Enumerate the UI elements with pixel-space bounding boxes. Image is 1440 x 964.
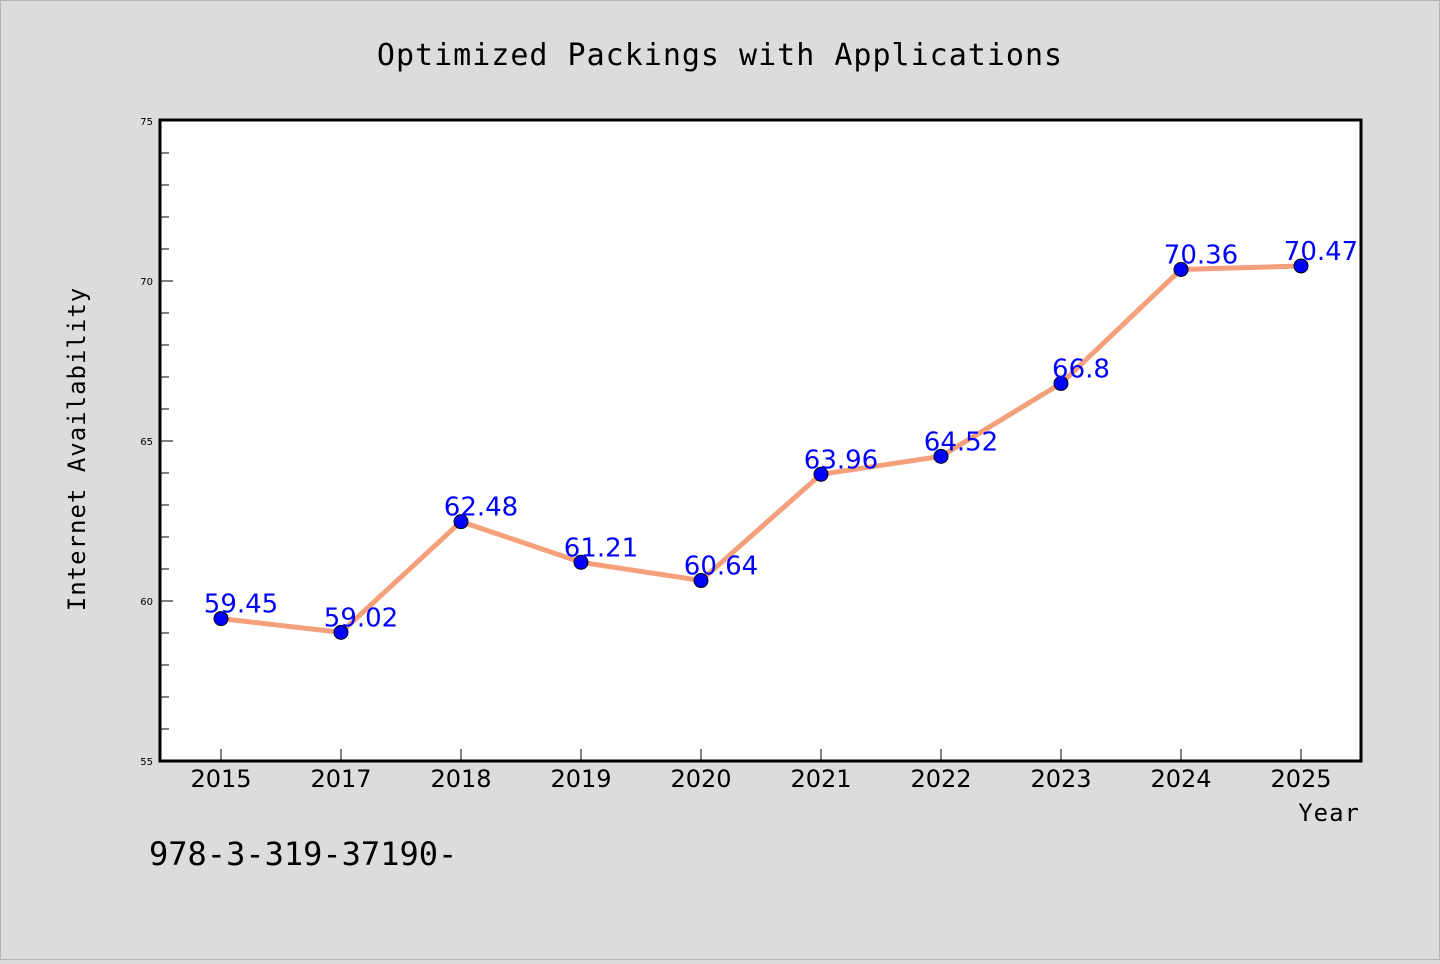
data-point-marker	[933, 448, 949, 464]
x-tick-label: 2018	[430, 765, 491, 793]
x-axis-tick-labels: 2015 2017 2018 2019 2020 2021 2022 2023 2024 2025	[190, 765, 1331, 793]
data-label: 63.96	[804, 445, 878, 475]
y-tick-label: 75	[140, 117, 153, 128]
y-tick-label: 65	[140, 437, 153, 448]
x-tick-label: 2024	[1150, 765, 1211, 793]
data-point-marker	[333, 624, 349, 640]
data-point-marker	[693, 573, 709, 589]
y-tick-label: 55	[140, 757, 153, 768]
y-axis-tick-labels: 55 60 65 70 75	[140, 117, 153, 768]
x-tick-label: 2025	[1270, 765, 1331, 793]
x-tick-label: 2023	[1030, 765, 1091, 793]
chart-title: Optimized Packings with Applications	[377, 38, 1063, 73]
x-axis-ticks	[220, 749, 1302, 761]
data-label: 66.8	[1052, 354, 1110, 384]
footnote-text: 978-3-319-37190-	[149, 835, 457, 873]
data-label: 64.52	[924, 427, 998, 457]
data-label: 62.48	[444, 493, 518, 523]
data-point-marker	[573, 554, 589, 570]
data-point-marker	[813, 466, 829, 482]
x-tick-label: 2015	[190, 765, 251, 793]
data-label: 59.45	[204, 590, 278, 620]
x-tick-label: 2017	[310, 765, 371, 793]
y-axis-ticks	[161, 120, 173, 762]
y-tick-label: 70	[140, 277, 153, 288]
data-point-marker	[1053, 375, 1069, 391]
data-label: 70.36	[1164, 240, 1238, 270]
x-axis-label: Year	[1298, 799, 1360, 827]
data-label: 70.47	[1284, 237, 1358, 267]
data-point-marker	[213, 611, 229, 627]
data-label: 61.21	[564, 533, 638, 563]
plot-area	[158, 118, 1363, 763]
x-tick-label: 2021	[790, 765, 851, 793]
y-axis-label: Internet Availability	[63, 287, 91, 611]
data-point-marker	[1293, 258, 1309, 274]
data-label: 60.64	[684, 552, 758, 582]
x-tick-label: 2022	[910, 765, 971, 793]
y-tick-label: 60	[140, 597, 153, 608]
series-markers	[213, 258, 1309, 640]
data-label: 59.02	[324, 603, 398, 633]
series-line	[218, 263, 1304, 635]
data-point-marker	[453, 514, 469, 530]
x-tick-label: 2020	[670, 765, 731, 793]
data-point-marker	[1173, 261, 1189, 277]
data-labels: 59.45 59.02 62.48 61.21 60.64 63.96 64.52 66.8 7…	[204, 237, 1358, 633]
x-tick-label: 2019	[550, 765, 611, 793]
